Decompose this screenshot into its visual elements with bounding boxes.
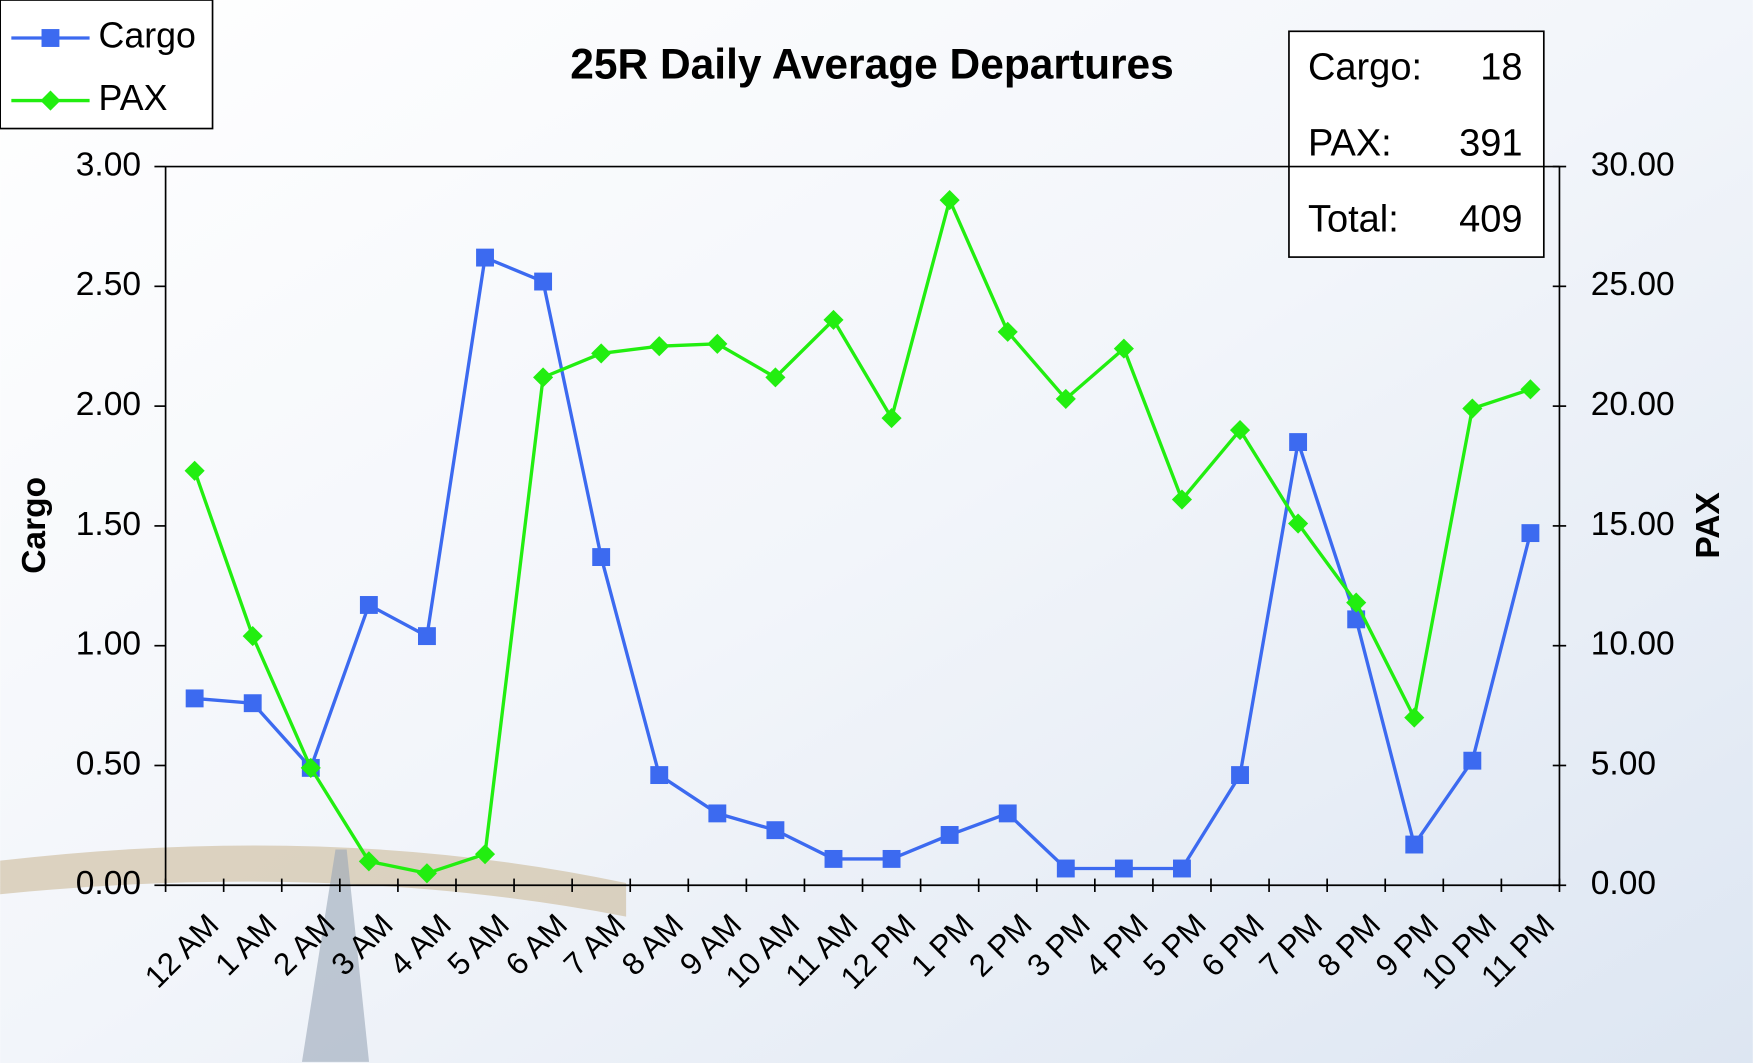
y2-axis-label: PAX [1690,492,1727,559]
info-value: 391 [1459,122,1522,164]
data-point [765,367,786,388]
data-point [707,333,728,354]
y-tick-label: 0.50 [76,745,141,782]
series-line [194,255,1533,871]
legend-label: Cargo [99,15,196,55]
data-point [939,190,960,211]
info-box-frame [1288,30,1545,258]
data-point [940,826,959,844]
data-point [533,367,554,388]
info-value: 409 [1459,198,1522,240]
data-point [1521,524,1540,543]
y-tick-label: 2.00 [76,386,141,423]
data-point [474,844,496,865]
chart-title: 25R Daily Average Departures [570,40,1174,87]
data-point [592,548,611,566]
y2-tick-label: 20.00 [1591,386,1675,423]
data-point [882,849,901,868]
data-point [534,272,553,291]
y2-tick-label: 0.00 [1591,865,1656,902]
info-label: Cargo: [1308,46,1422,88]
y-axis-label: Cargo [16,477,53,574]
y-tick-label: 0.00 [76,865,141,902]
background-tower [301,849,370,1062]
legend-label: PAX [99,78,168,118]
info-label: PAX: [1308,122,1392,164]
y2-tick-label: 25.00 [1591,266,1675,303]
data-point [358,851,379,872]
data-point [1114,859,1133,878]
data-point [1056,859,1075,878]
data-point [1171,489,1193,510]
y-tick-label: 2.50 [76,266,141,303]
data-point [1463,751,1482,770]
y2-tick-label: 5.00 [1591,745,1656,782]
data-point [824,849,843,868]
data-point [591,343,612,364]
y-tick-label: 3.00 [76,146,141,183]
data-point [997,321,1018,342]
data-point [650,766,669,785]
data-point [300,757,321,778]
data-point [1229,420,1251,441]
y2-tick-label: 10.00 [1591,626,1675,663]
legend-marker [40,90,61,111]
data-point [185,689,204,708]
data-point [184,460,205,481]
series-line [193,195,1531,876]
data-point [1055,388,1076,409]
data-point [881,408,902,429]
legend: Cargo PAX [0,0,214,130]
info-box: Cargo: 18 PAX: 391 Total: 409 [1288,30,1545,258]
y-tick-label: 1.50 [76,506,141,543]
info-label: Total: [1308,198,1399,240]
data-point [766,821,785,840]
data-point [359,596,378,614]
data-point [1113,338,1134,359]
data-point [998,804,1017,823]
data-point [242,626,263,647]
y2-tick-label: 15.00 [1591,506,1675,543]
data-point [1173,859,1191,878]
data-point [649,336,670,357]
info-value: 18 [1480,46,1522,88]
legend-box [0,0,214,130]
data-point [243,694,262,713]
background-arch [0,845,627,917]
data-point [418,627,436,646]
data-point [416,863,438,884]
data-point [708,804,727,823]
data-point [1231,766,1249,785]
data-point [1405,835,1424,854]
y-tick-label: 1.00 [76,626,141,663]
legend-marker [41,29,60,47]
data-point [823,309,844,330]
y2-tick-label: 30.00 [1591,146,1675,183]
data-point [1289,433,1308,452]
data-point [476,248,494,267]
data-point [1462,398,1483,419]
